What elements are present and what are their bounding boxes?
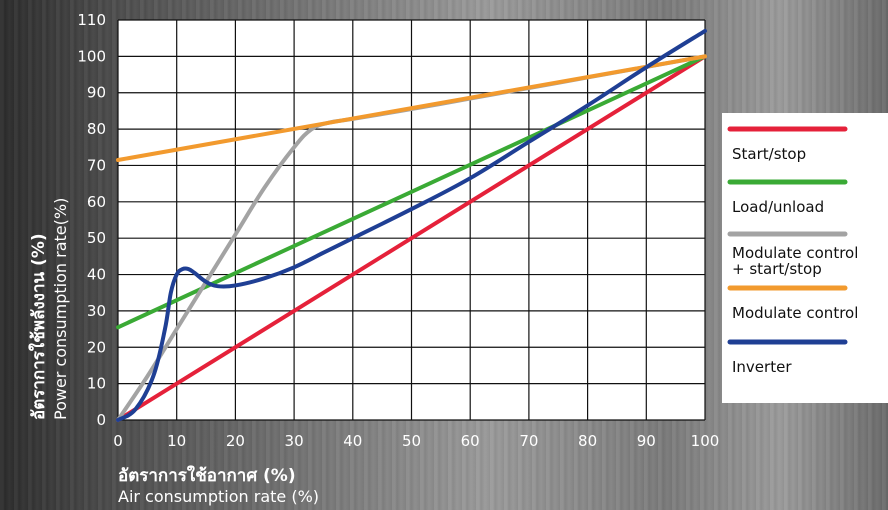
y-axis-title: Power consumption rate(%): [51, 198, 70, 420]
legend-label-2: Modulate control + start/stop: [732, 244, 858, 278]
x-tick-label: 40: [343, 432, 362, 450]
y-tick-label: 20: [87, 338, 106, 356]
x-tick-label: 80: [578, 432, 597, 450]
tick-labels: 0 10 20 30 40 50 60 70 80 90 100 0 10 20 30 40 50 60 70 80 9…: [77, 11, 719, 450]
x-tick-label: 70: [519, 432, 538, 450]
y-tick-label: 70: [87, 156, 106, 174]
axis-titles: อัตราการใช้อากาศ (%) Air consumption rat…: [28, 198, 319, 506]
legend-label-0: Start/stop: [732, 145, 806, 163]
y-tick-label: 80: [87, 120, 106, 138]
legend: Start/stop Load/unload Modulate control + s…: [722, 113, 888, 403]
series-group: [116, 28, 707, 422]
y-tick-label: 30: [87, 302, 106, 320]
x-axis-title-thai: อัตราการใช้อากาศ (%): [118, 465, 296, 486]
x-tick-label: 50: [402, 432, 421, 450]
y-tick-label: 0: [96, 411, 106, 429]
y-tick-label: 40: [87, 266, 106, 284]
series-line-1: [116, 54, 707, 330]
y-tick-label: 90: [87, 84, 106, 102]
legend-label-1: Load/unload: [732, 198, 824, 216]
series-line-3: [116, 54, 707, 162]
y-tick-label: 10: [87, 375, 106, 393]
y-tick-label: 100: [77, 47, 106, 65]
legend-label-4: Inverter: [732, 358, 792, 376]
y-tick-label: 110: [77, 11, 106, 29]
series-line-0: [116, 54, 707, 422]
series-line-4: [116, 28, 707, 422]
y-axis-title-thai: อัตราการใช้พลังงาน (%): [28, 233, 49, 420]
y-tick-label: 50: [87, 229, 106, 247]
legend-label-3: Modulate control: [732, 304, 858, 322]
x-tick-label: 10: [167, 432, 186, 450]
x-tick-label: 20: [226, 432, 245, 450]
legend-background: [722, 113, 888, 403]
gridlines: [117, 19, 706, 421]
y-tick-label: 60: [87, 193, 106, 211]
x-tick-label: 0: [113, 432, 123, 450]
x-axis-title: Air consumption rate (%): [118, 487, 319, 506]
x-tick-label: 60: [461, 432, 480, 450]
x-tick-label: 90: [637, 432, 656, 450]
x-tick-label: 100: [691, 432, 720, 450]
x-tick-label: 30: [285, 432, 304, 450]
